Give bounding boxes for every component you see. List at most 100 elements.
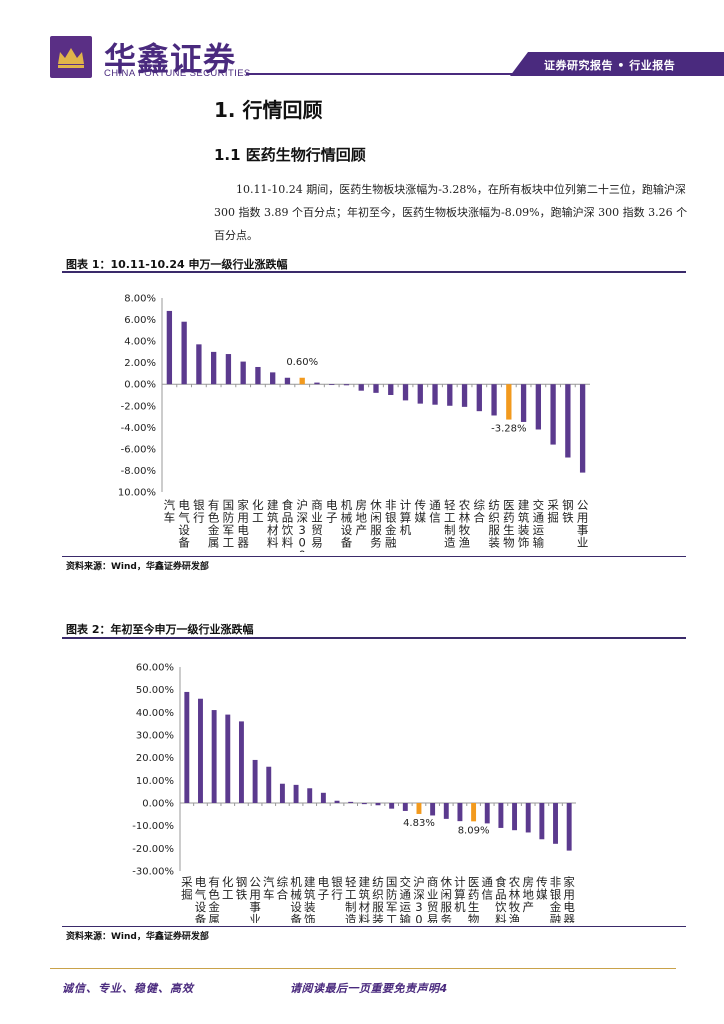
category-label: 设	[195, 900, 207, 914]
category-label: 信	[481, 888, 493, 902]
category-label: 银	[331, 875, 343, 889]
category-label: 车	[164, 511, 176, 525]
chart-1: 8.00% 6.00% 4.00% 2.00% 0.00% -2.00% -4.00% -6.…	[118, 294, 590, 552]
category-label: 闲	[441, 888, 453, 902]
category-label: 装	[488, 536, 500, 550]
bar	[255, 366, 261, 385]
category-label: 筑	[267, 511, 279, 525]
category-label: 电	[178, 498, 190, 512]
category-label: 用	[249, 888, 261, 902]
subsection-title: 1.1 医药生物行情回顾	[214, 146, 366, 164]
bar	[348, 801, 354, 803]
category-label: 汽	[263, 875, 275, 889]
category-label: 化	[222, 875, 234, 889]
category-label: 电	[237, 523, 249, 537]
category-label: 传	[415, 498, 427, 512]
category-label: 机	[400, 523, 412, 537]
category-label: 务	[370, 536, 382, 550]
category-label: 服	[488, 523, 500, 537]
category-label: 贸	[427, 900, 439, 914]
category-label: 务	[441, 913, 453, 924]
bar	[443, 803, 449, 819]
category-label: 属	[208, 913, 220, 924]
category-label: 电	[318, 875, 330, 889]
category-label: 机	[341, 498, 353, 512]
category-label: 地	[355, 511, 367, 525]
category-label: 服	[441, 900, 453, 914]
figure2-top-rule	[62, 637, 686, 639]
category-label: 事	[577, 523, 589, 537]
category-label: 车	[263, 888, 275, 902]
category-label: 金	[550, 900, 562, 914]
category-label: 制	[345, 900, 357, 914]
bar	[266, 766, 272, 803]
category-label: 服	[370, 523, 382, 537]
category-label: 料	[495, 913, 507, 924]
bar	[252, 759, 258, 803]
category-label: 筑	[518, 511, 530, 525]
category-label: 工	[345, 888, 357, 902]
category-label: 金	[385, 523, 397, 537]
category-label: 机	[290, 875, 302, 889]
bar	[579, 384, 586, 473]
category-label: 织	[372, 888, 384, 902]
category-label: 行	[331, 888, 343, 902]
category-label: 运	[533, 523, 545, 537]
category-label: 信	[429, 511, 441, 525]
header-divider	[246, 73, 526, 75]
category-label: 0	[299, 536, 306, 550]
data-label: -3.28%	[491, 424, 526, 435]
summary-text: 10.11-10.24 期间，医药生物板块涨幅为-3.28%，在所有板块中位列第…	[214, 183, 688, 242]
category-label: 建	[267, 498, 279, 512]
y-tick-label: 0.00%	[142, 799, 174, 810]
y-tick-label: 60.00%	[136, 663, 174, 674]
category-label: 林	[459, 511, 471, 525]
category-label: 色	[208, 888, 220, 902]
bar	[520, 384, 527, 422]
category-label: 交	[533, 498, 545, 512]
category-label: 建	[518, 498, 530, 512]
category-label: 备	[290, 913, 302, 924]
y-tick-label: -20.00%	[132, 844, 174, 855]
category-label: 通	[400, 888, 412, 902]
category-label: 金	[208, 900, 220, 914]
figure1-bottom-rule	[62, 556, 686, 557]
category-label: 公	[249, 875, 261, 889]
bar	[320, 792, 326, 803]
bar	[225, 714, 231, 803]
footer-disclaimer-note: 请阅读最后一页重要免责声明4	[290, 982, 448, 995]
bar	[361, 803, 367, 805]
chart-2: 60.00% 50.00% 40.00% 30.00% 20.00% 10.00% 0.00…	[132, 663, 576, 924]
category-label: 农	[509, 875, 521, 889]
category-label: 采	[547, 498, 559, 512]
category-label: 电	[563, 900, 575, 914]
category-label: 建	[304, 875, 316, 889]
category-label: 化	[252, 498, 264, 512]
category-label: 产	[522, 900, 534, 914]
category-label: 地	[522, 888, 534, 902]
bar	[375, 803, 381, 806]
category-label: 备	[341, 536, 353, 550]
figure1-title: 图表 1：10.11-10.24 申万一级行业涨跌幅	[66, 258, 288, 271]
category-label: 交	[400, 875, 412, 889]
category-label: 服	[372, 900, 384, 914]
category-label: 有	[208, 498, 220, 512]
bar	[334, 800, 340, 803]
bar	[299, 377, 305, 385]
category-label: 子	[326, 511, 338, 525]
category-label: 公	[577, 498, 589, 512]
category-label: 设	[341, 523, 353, 537]
category-label: 制	[444, 523, 456, 537]
bar	[447, 384, 453, 406]
y-tick-label: -30.00%	[132, 867, 174, 878]
category-label: 料	[359, 913, 371, 924]
bar	[432, 384, 438, 405]
category-label: 工	[444, 511, 456, 525]
bar	[389, 803, 395, 809]
brand-name: 华鑫证券	[104, 40, 237, 78]
category-label: 装	[372, 913, 384, 924]
bar	[491, 384, 497, 416]
category-label: 设	[178, 523, 190, 537]
y-tick-label: 2.00%	[124, 358, 156, 369]
category-label: 业	[249, 913, 261, 924]
